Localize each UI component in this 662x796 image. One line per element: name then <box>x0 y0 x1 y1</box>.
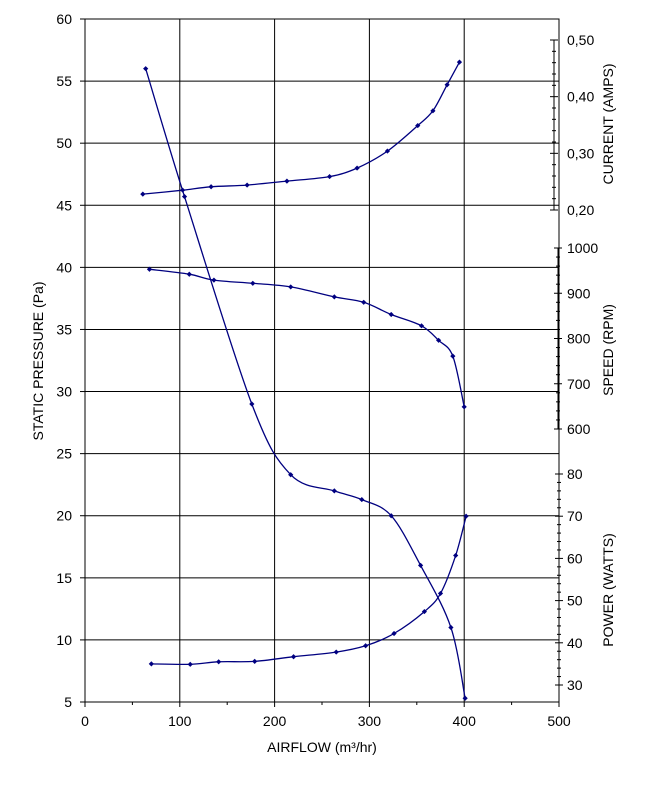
speed-point <box>250 280 256 286</box>
y-tick-label: 45 <box>56 197 72 213</box>
current-point <box>354 165 360 171</box>
y-tick-label: 25 <box>56 446 72 462</box>
speed-point <box>361 299 367 305</box>
right-tick-label: 0,20 <box>567 202 594 218</box>
pressure-point <box>388 513 394 519</box>
current-axis-title: CURRENT (AMPS) <box>600 63 616 184</box>
power-point <box>421 608 427 615</box>
y-tick-label: 35 <box>56 321 72 337</box>
current-point <box>326 173 333 180</box>
pressure-point <box>448 624 454 631</box>
right-tick-label: 30 <box>567 677 583 693</box>
right-tick-label: 0,40 <box>567 89 594 105</box>
power-point <box>391 630 397 637</box>
current-point <box>384 148 391 154</box>
series-layer <box>140 59 469 701</box>
current-point <box>180 187 186 193</box>
right-tick-label: 800 <box>567 331 591 347</box>
right-tick-label: 60 <box>567 550 583 566</box>
y-tick-label: 60 <box>56 11 72 27</box>
y-tick-label: 30 <box>56 384 72 400</box>
right-tick-label: 80 <box>567 466 583 482</box>
speed-point <box>288 284 294 290</box>
y-tick-label: 15 <box>56 570 72 586</box>
power-point <box>463 513 469 519</box>
pressure-point <box>249 401 255 407</box>
power-point <box>290 654 297 660</box>
plot-area <box>84 18 560 703</box>
y-tick-label: 5 <box>64 694 72 710</box>
speed-point <box>418 323 425 329</box>
right-tick-label: 0,30 <box>567 145 594 161</box>
pressure-point <box>462 695 468 701</box>
y-tick-label: 40 <box>56 259 72 275</box>
right-tick-label: 50 <box>567 593 583 609</box>
right-tick-label: 70 <box>567 508 583 524</box>
speed-axis-title: SPEED (RPM) <box>600 304 616 396</box>
pressure-point <box>143 66 149 72</box>
power-axis-title: POWER (WATTS) <box>600 533 616 647</box>
speed-point <box>461 404 467 410</box>
current-point <box>456 59 463 65</box>
x-tick-label: 100 <box>168 713 192 729</box>
pressure-point <box>331 488 337 494</box>
current-point <box>244 182 250 188</box>
right-tick-label: 1000 <box>567 240 598 256</box>
current-point <box>140 191 146 197</box>
right-tick-label: 40 <box>567 635 583 651</box>
grid-layer <box>84 18 560 703</box>
power-point <box>252 658 258 664</box>
power-point <box>216 659 222 665</box>
x-tick-label: 200 <box>263 713 287 729</box>
current-point <box>415 122 421 129</box>
power-point <box>453 552 459 559</box>
x-tick-label: 500 <box>547 713 571 729</box>
speed-point <box>211 277 217 283</box>
right-tick-label: 0,50 <box>567 32 594 48</box>
speed-point <box>436 337 442 343</box>
power-line <box>151 516 467 666</box>
power-point <box>333 649 339 655</box>
current-point <box>284 178 290 184</box>
current-line <box>142 61 461 195</box>
power-point <box>363 643 369 649</box>
current-point <box>444 82 450 88</box>
pressure-point <box>359 496 365 503</box>
speed-point <box>331 294 337 300</box>
right-tick-label: 700 <box>567 376 591 392</box>
y-tick-label: 50 <box>56 135 72 151</box>
speed-point <box>450 353 456 359</box>
pressure-point <box>288 472 294 478</box>
y-tick-label: 10 <box>56 632 72 648</box>
y-axis-title: STATIC PRESSURE (Pa) <box>30 282 46 441</box>
pressure-point <box>417 562 424 568</box>
x-tick-label: 400 <box>453 713 477 729</box>
x-tick-label: 0 <box>81 713 89 729</box>
pressure-point <box>181 193 188 200</box>
current-point <box>430 108 436 114</box>
speed-point <box>388 311 394 318</box>
y-tick-label: 55 <box>56 73 72 89</box>
speed-point <box>186 271 192 277</box>
x-tick-label: 300 <box>358 713 382 729</box>
current-point <box>208 184 214 190</box>
power-point <box>148 661 154 667</box>
power-point <box>187 661 193 667</box>
right-tick-label: 900 <box>567 285 591 301</box>
x-axis-title: AIRFLOW (m³/hr) <box>267 739 377 755</box>
power-point <box>437 590 444 597</box>
right-tick-label: 600 <box>567 421 591 437</box>
y-tick-label: 20 <box>56 508 72 524</box>
speed-point <box>146 266 153 272</box>
